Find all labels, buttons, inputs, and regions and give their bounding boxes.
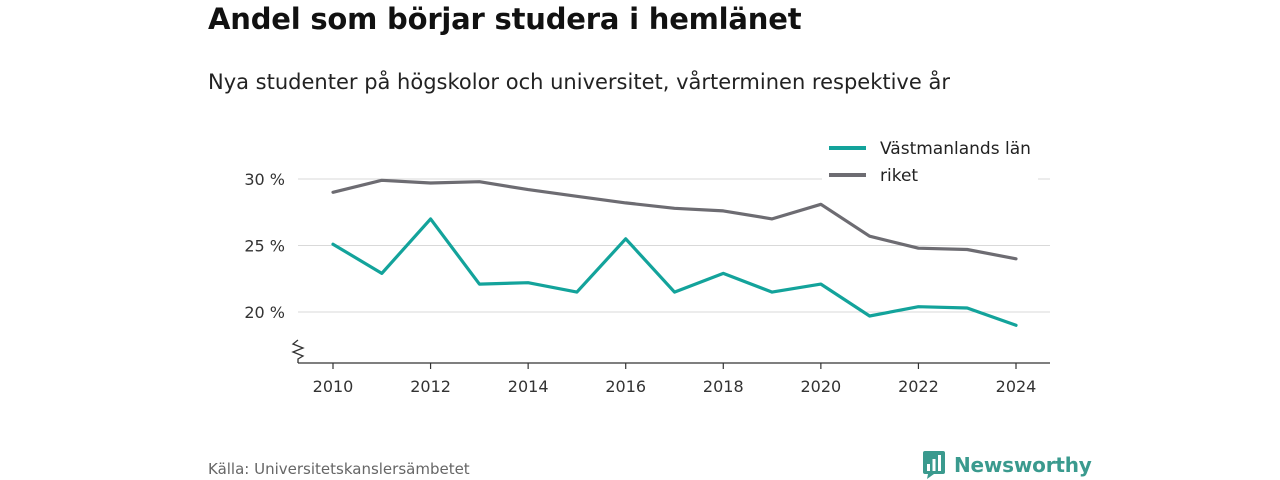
source-note: Källa: Universitetskanslersämbetet (208, 460, 470, 478)
x-tick-label: 2018 (703, 377, 744, 396)
series-line-riket (331, 178, 1018, 261)
brand-logo: Newsworthy (922, 450, 1092, 480)
series-line-västmanlands-län (331, 217, 1018, 327)
x-tick-label: 2020 (800, 377, 841, 396)
chart-title: Andel som börjar studera i hemlänet (208, 2, 802, 36)
axis-break-icon (291, 339, 305, 363)
x-tick-label: 2012 (410, 377, 451, 396)
x-tick-label: 2014 (508, 377, 549, 396)
legend-label: Västmanlands län (880, 139, 1031, 159)
x-tick-label: 2024 (996, 377, 1037, 396)
y-tick-label: 20 % (244, 303, 285, 322)
y-tick-label: 30 % (244, 170, 285, 189)
x-tick-label: 2010 (313, 377, 354, 396)
y-tick-label: 25 % (244, 237, 285, 256)
newsworthy-logo-icon (923, 451, 945, 479)
x-tick-label: 2022 (898, 377, 939, 396)
chart-subtitle: Nya studenter på högskolor och universit… (208, 70, 950, 94)
x-tick-label: 2016 (605, 377, 646, 396)
brand-name: Newsworthy (954, 453, 1092, 477)
legend-label: riket (880, 166, 918, 186)
